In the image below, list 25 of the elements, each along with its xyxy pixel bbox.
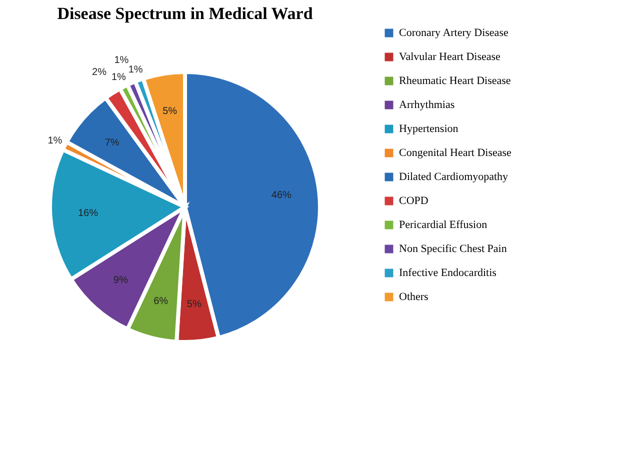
legend-label: Pericardial Effusion [399,219,488,231]
data-label: 2% [92,66,107,78]
legend-label: Valvular Heart Disease [399,51,501,63]
chart-title: Disease Spectrum in Medical Ward [57,4,314,23]
data-label: 6% [154,296,168,308]
legend-label: Hypertension [399,123,459,135]
data-label: 9% [113,274,128,286]
data-label: 1% [114,55,129,66]
data-label: 5% [186,298,202,310]
data-label: 5% [162,106,178,117]
data-label: 1% [128,64,143,76]
data-label: 46% [271,190,292,201]
legend-label: COPD [399,195,428,207]
legend-label: Coronary Artery Disease [399,27,508,39]
legend-label: Others [399,291,428,303]
legend-label: Arrhythmias [399,99,455,111]
legend-label: Dilated Cardiomyopathy [399,171,509,183]
legend-label: Non Specific Chest Pain [399,243,508,255]
data-label: 1% [48,136,62,147]
data-label: 7% [104,138,120,149]
legend-label: Congenital Heart Disease [399,147,512,159]
legend-label: Rheumatic Heart Disease [399,75,511,87]
data-label: 1% [111,72,126,83]
legend-label: Infective Endocarditis [399,267,496,279]
data-label: 16% [78,208,98,220]
